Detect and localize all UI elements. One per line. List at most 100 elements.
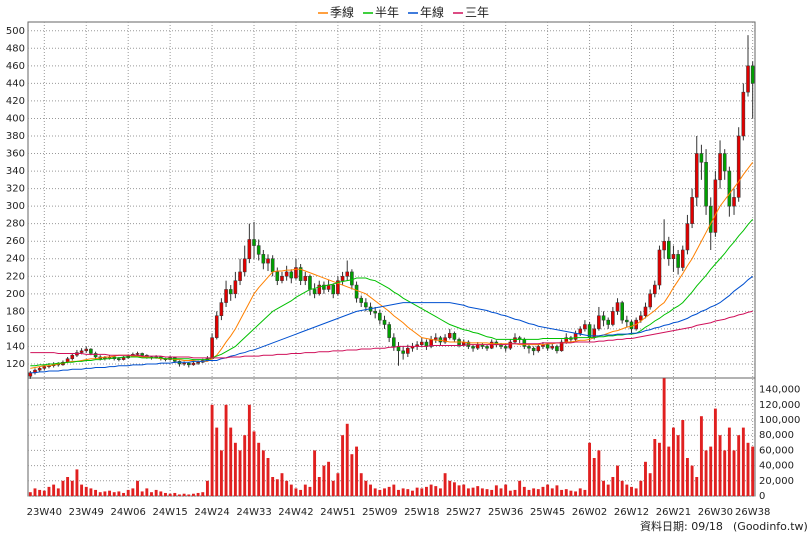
candle-body	[471, 346, 475, 349]
candle-body	[694, 153, 699, 198]
volume-bar	[438, 488, 442, 496]
candle-body	[680, 249, 685, 268]
volume-bar	[476, 486, 480, 496]
candle-body	[135, 353, 140, 355]
candle-body	[79, 350, 84, 353]
candle-body	[555, 346, 559, 352]
candle-body	[657, 249, 662, 286]
candle-body	[196, 361, 200, 364]
volume-tick-label: 120,000	[759, 400, 800, 411]
x-tick-label: 26W02	[572, 507, 607, 518]
volume-bar	[480, 488, 484, 496]
volume-bar	[159, 491, 163, 496]
source: (Goodinfo.tw)	[733, 520, 808, 533]
volume-bar	[261, 450, 265, 496]
candle-body	[443, 337, 447, 343]
candle-body	[620, 302, 624, 321]
candle-body	[219, 302, 224, 316]
candle-body	[653, 284, 657, 295]
candle-body	[373, 311, 377, 314]
candle-body	[662, 240, 666, 251]
candle-body	[648, 293, 652, 308]
y-tick-label: 200	[6, 289, 25, 300]
volume-bar	[33, 488, 37, 496]
candle-body	[708, 205, 713, 233]
volume-bar	[378, 489, 382, 496]
volume-bar	[550, 488, 554, 496]
volume-bar	[103, 491, 107, 496]
candle-body	[406, 347, 410, 354]
volume-bar	[89, 488, 93, 496]
volume-bar	[201, 492, 205, 496]
volume-bar	[47, 486, 51, 496]
candle-body	[37, 368, 42, 371]
candle-body	[270, 258, 275, 273]
candle-body	[625, 319, 629, 323]
volume-bar	[602, 480, 605, 496]
volume-bar	[672, 427, 675, 496]
y-tick-label: 480	[6, 43, 25, 54]
candle-body	[573, 333, 578, 340]
candle-body	[210, 337, 214, 359]
volume-bar	[732, 450, 736, 496]
candle-body	[615, 302, 620, 312]
volume-bar	[178, 494, 181, 496]
y-tick-label: 400	[6, 113, 25, 124]
candle-body	[531, 347, 536, 352]
candle-body	[331, 284, 336, 295]
candle-body	[284, 271, 289, 277]
volume-bar	[443, 473, 447, 496]
x-tick-label: 25W45	[530, 507, 565, 518]
candle-body	[713, 179, 718, 233]
volume-bar	[653, 439, 657, 496]
candle-body	[420, 341, 424, 345]
volume-bar	[70, 480, 74, 496]
volume-bar	[583, 489, 587, 496]
y-tick-label: 240	[6, 254, 25, 265]
volume-bar	[168, 493, 172, 496]
volume-bar	[266, 458, 270, 496]
volume-bar	[532, 488, 536, 496]
candle-body	[503, 346, 508, 349]
candle-body	[392, 337, 396, 347]
x-tick-label: 25W18	[404, 507, 439, 518]
candle-body	[527, 346, 531, 349]
volume-bar	[229, 427, 233, 496]
candle-body	[433, 337, 438, 340]
candle-body	[452, 333, 457, 340]
volume-bar	[308, 486, 312, 496]
candle-body	[597, 315, 601, 330]
volume-bar	[303, 484, 307, 496]
volume-bar	[182, 493, 186, 496]
y-tick-label: 320	[6, 184, 25, 195]
volume-bar	[499, 488, 503, 496]
x-tick-label: 26W12	[614, 507, 649, 518]
volume-bar	[704, 450, 708, 496]
volume-bar	[341, 435, 345, 496]
volume-bar	[727, 427, 731, 496]
volume-bar	[658, 442, 661, 496]
volume-bar	[187, 494, 191, 496]
volume-bar	[145, 488, 149, 496]
volume-bar	[569, 490, 573, 496]
candle-body	[280, 276, 284, 281]
candle-body	[191, 362, 196, 366]
volume-bar	[494, 485, 498, 496]
volume-bar	[66, 477, 70, 496]
volume-bar	[415, 487, 419, 496]
volume-bar	[247, 404, 251, 496]
y-tick-label: 440	[6, 78, 25, 89]
x-tick-label: 24W51	[320, 507, 355, 518]
volume-bar	[504, 484, 508, 496]
volume-bar	[546, 484, 550, 496]
candle-body	[117, 358, 121, 360]
candle-body	[140, 353, 144, 356]
volume-bar	[490, 489, 494, 496]
volume-bar	[522, 486, 526, 496]
volume-bar	[592, 458, 596, 496]
volume-bar	[355, 446, 358, 496]
volume-bar	[289, 484, 293, 496]
volume-bar	[313, 450, 317, 496]
volume-bar	[555, 485, 559, 496]
candle-body	[42, 366, 47, 369]
